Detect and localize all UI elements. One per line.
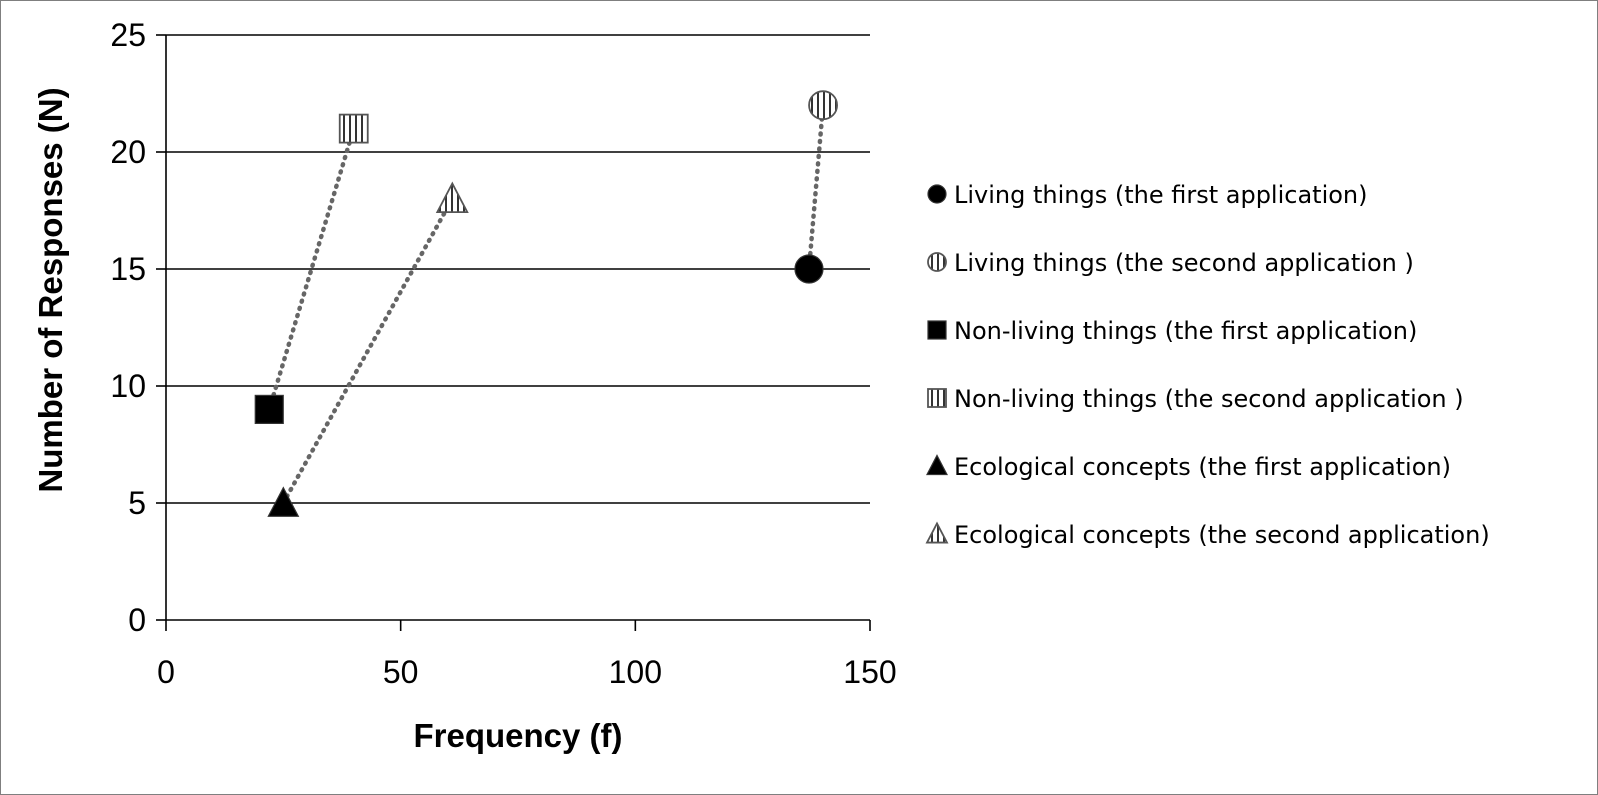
legend-item: Living things (the first application) <box>927 181 1368 209</box>
x-tick-label: 0 <box>157 654 175 690</box>
y-axis-title: Number of Responses (N) <box>32 87 69 492</box>
x-tick-label: 100 <box>609 654 662 690</box>
legend-marker <box>927 252 947 272</box>
data-point <box>254 394 284 424</box>
data-points <box>254 90 838 517</box>
legend-item: Ecological concepts (the first applicati… <box>926 453 1451 481</box>
legend-item: Non-living things (the first application… <box>927 317 1417 345</box>
data-point <box>338 113 369 144</box>
legend-label: Ecological concepts (the second applicat… <box>954 521 1490 549</box>
x-tick-label: 50 <box>383 654 419 690</box>
data-point <box>267 486 300 517</box>
legend-label: Ecological concepts (the first applicati… <box>954 453 1451 481</box>
legend-label: Non-living things (the first application… <box>954 317 1417 345</box>
legend: Living things (the first application) Liv… <box>925 181 1490 549</box>
connector-line <box>281 196 455 506</box>
legend-item: Ecological concepts (the second applicat… <box>925 521 1490 549</box>
data-point <box>435 181 469 214</box>
legend-label: Living things (the first application) <box>954 181 1368 209</box>
axes <box>156 34 871 631</box>
y-tick-label: 15 <box>110 251 146 287</box>
legend-item: Living things (the second application ) <box>927 249 1414 277</box>
connector-lines <box>267 102 826 506</box>
grid-lines <box>166 34 870 504</box>
legend-marker <box>927 184 947 204</box>
x-axis-title: Frequency (f) <box>413 717 622 754</box>
legend-item: Non-living things (the second applicatio… <box>927 385 1464 413</box>
y-tick-label: 0 <box>128 602 146 638</box>
y-tick-label: 20 <box>110 134 146 170</box>
data-point <box>794 254 824 284</box>
legend-marker <box>925 521 949 544</box>
tick-labels: 0 5 10 15 20 25 0 50 100 150 <box>110 17 896 690</box>
legend-label: Non-living things (the second applicatio… <box>954 385 1464 413</box>
data-point <box>808 90 838 121</box>
legend-marker <box>927 388 947 408</box>
y-tick-label: 25 <box>110 17 146 53</box>
connector-line <box>806 102 826 272</box>
y-tick-label: 5 <box>128 485 146 521</box>
y-tick-label: 10 <box>110 368 146 404</box>
legend-marker <box>927 320 947 340</box>
legend-label: Living things (the second application ) <box>954 249 1414 277</box>
legend-marker <box>926 454 948 476</box>
x-tick-label: 150 <box>843 654 896 690</box>
